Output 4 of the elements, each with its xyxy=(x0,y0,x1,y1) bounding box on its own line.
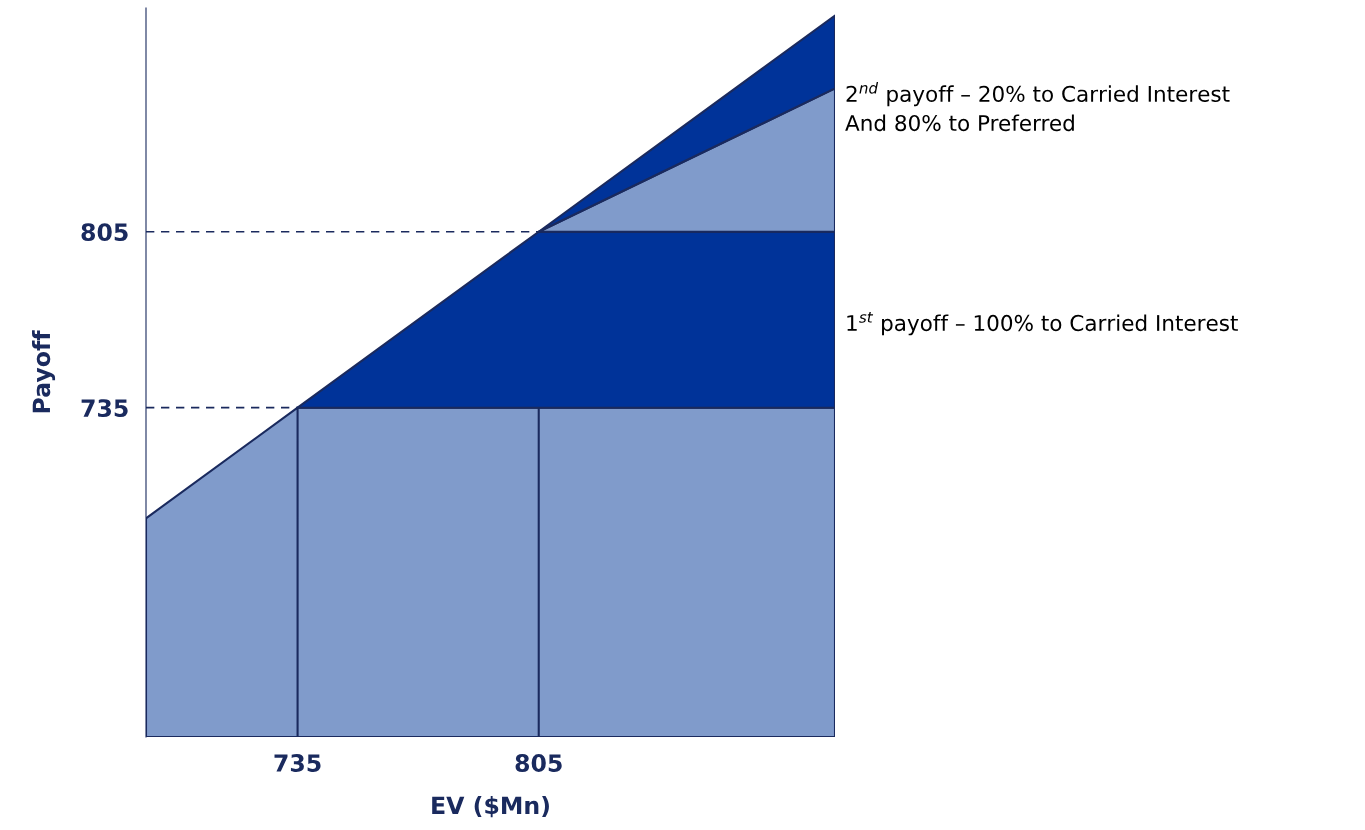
text: 1$^{st}$ payoff – 100% to Carried Interest xyxy=(847,312,1238,336)
text: 2$^{nd}$ payoff – 20% to Carried Interest And 80% to Preferred xyxy=(845,82,1230,132)
x-axis-title: EV ($Mn) xyxy=(432,795,549,818)
y-axis-title: Payoff xyxy=(32,330,56,413)
